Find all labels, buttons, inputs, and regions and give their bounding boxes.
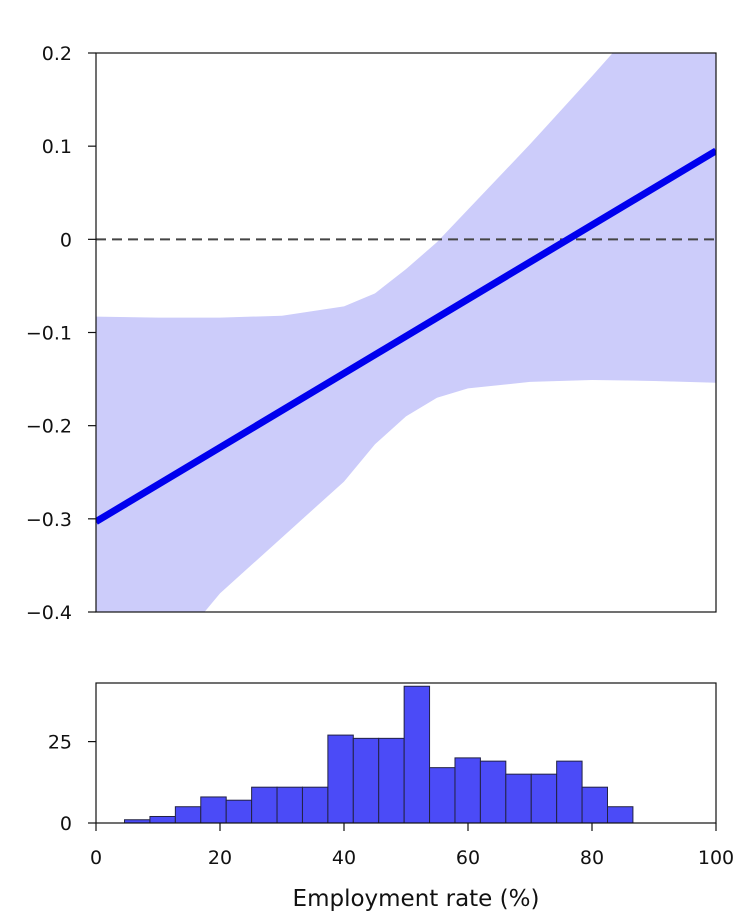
coefficient-panel: −0.4 −0.3 −0.2 −0.1 0 0.1 0.2	[26, 43, 717, 624]
confidence-band	[96, 53, 716, 612]
y-tick-label: 0.2	[42, 43, 72, 65]
histogram-bar	[505, 773, 532, 824]
histogram-bar	[378, 737, 405, 824]
y-tick-label: −0.3	[26, 509, 72, 531]
histogram-bar	[200, 796, 227, 824]
histogram-bar	[581, 786, 609, 824]
histogram-bar	[352, 737, 380, 824]
histogram-x-axis: 0 20 40 60 80 100	[90, 823, 734, 869]
histogram-bar	[479, 760, 507, 824]
x-tick-label: 20	[208, 847, 232, 869]
x-tick-label: 40	[332, 847, 356, 869]
histogram-bar	[403, 685, 431, 824]
x-tick-label: 60	[456, 847, 480, 869]
x-axis-title: Employment rate (%)	[293, 886, 540, 912]
regression-line	[96, 147, 716, 525]
histogram-y-axis: 0 25	[48, 732, 96, 835]
histogram-bar	[556, 760, 583, 824]
histogram-y-tick-label: 0	[60, 813, 72, 835]
histogram-bar	[429, 767, 456, 824]
histogram-bar	[454, 757, 481, 824]
histogram-bar	[149, 815, 176, 824]
histogram-bar	[251, 786, 278, 824]
histogram-bars	[124, 685, 634, 824]
y-tick-label: −0.4	[26, 602, 72, 624]
histogram-panel: 0 25 0 20 40 60 80 100 Employment rate (%)	[48, 682, 734, 912]
histogram-bar	[530, 773, 558, 824]
histogram-panel-frame	[95, 682, 717, 824]
histogram-bar	[301, 786, 329, 824]
x-tick-label: 80	[580, 847, 604, 869]
x-tick-label: 0	[90, 847, 102, 869]
histogram-bar	[276, 786, 303, 824]
y-tick-label: 0.1	[42, 136, 72, 158]
coefficient-y-axis: −0.4 −0.3 −0.2 −0.1 0 0.1 0.2	[26, 43, 96, 624]
histogram-bar	[607, 806, 634, 824]
histogram-bar	[327, 734, 354, 824]
histogram-bar	[225, 799, 253, 824]
histogram-bar	[174, 806, 202, 824]
y-tick-label: −0.2	[26, 416, 72, 438]
x-tick-label: 100	[698, 847, 734, 869]
histogram-y-tick-label: 25	[48, 732, 72, 754]
y-tick-label: −0.1	[26, 323, 72, 345]
y-tick-label: 0	[60, 229, 72, 251]
